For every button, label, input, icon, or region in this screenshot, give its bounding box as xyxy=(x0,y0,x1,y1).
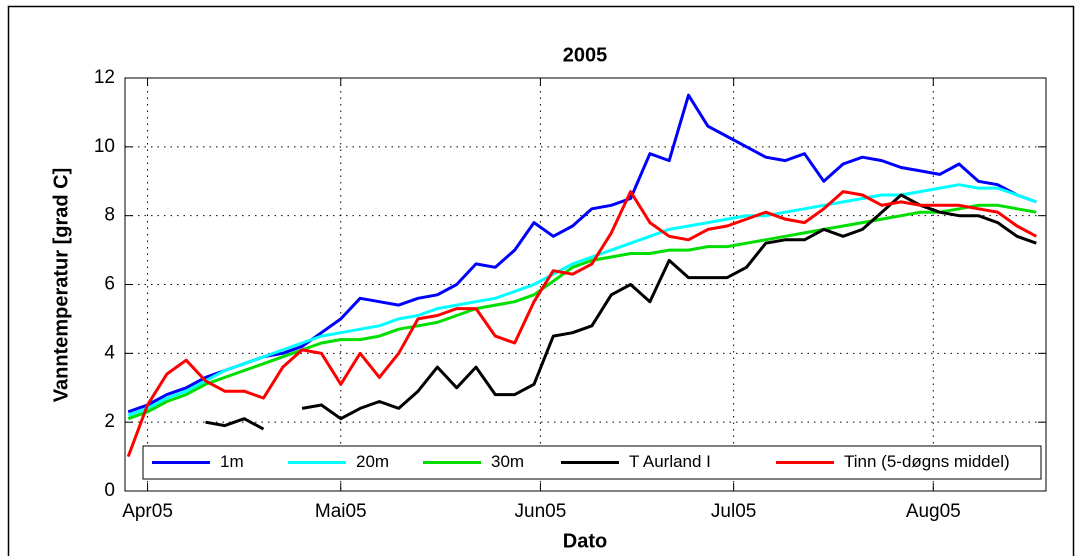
plot-area xyxy=(124,77,1047,492)
x-tick-label: Apr05 xyxy=(122,501,173,522)
x-tick-label: Aug05 xyxy=(906,501,961,522)
y-tick-label: 12 xyxy=(94,67,115,88)
chart-title: 2005 xyxy=(563,44,608,66)
y-tick-label: 4 xyxy=(104,342,115,363)
series-line xyxy=(127,183,1037,417)
legend: 1m 20m 30m T Aurland I Tinn (5-døgns middel) xyxy=(142,445,1042,480)
y-tick-label: 0 xyxy=(104,480,115,501)
series-line xyxy=(127,93,1037,414)
legend-label: Tinn (5-døgns middel) xyxy=(844,452,1010,471)
y-tick-label: 2 xyxy=(104,411,115,432)
y-tick-label: 8 xyxy=(104,205,115,226)
x-axis-label: Dato xyxy=(563,530,607,552)
x-tick-label: Mai05 xyxy=(315,501,367,522)
y-axis-label: Vanntemperatur [grad C] xyxy=(50,168,72,402)
legend-label: 1m xyxy=(220,452,244,471)
legend-label: 20m xyxy=(356,452,389,471)
series-line xyxy=(127,203,1037,421)
x-tick-label: Jun05 xyxy=(515,501,567,522)
x-tick-label: Jul05 xyxy=(711,501,756,522)
legend-label: 30m xyxy=(491,452,524,471)
legend-label: T Aurland I xyxy=(629,452,711,471)
y-tick-label: 10 xyxy=(94,136,115,157)
series-line xyxy=(205,193,1037,431)
series-line xyxy=(126,190,1038,458)
y-tick-label: 6 xyxy=(104,274,115,295)
